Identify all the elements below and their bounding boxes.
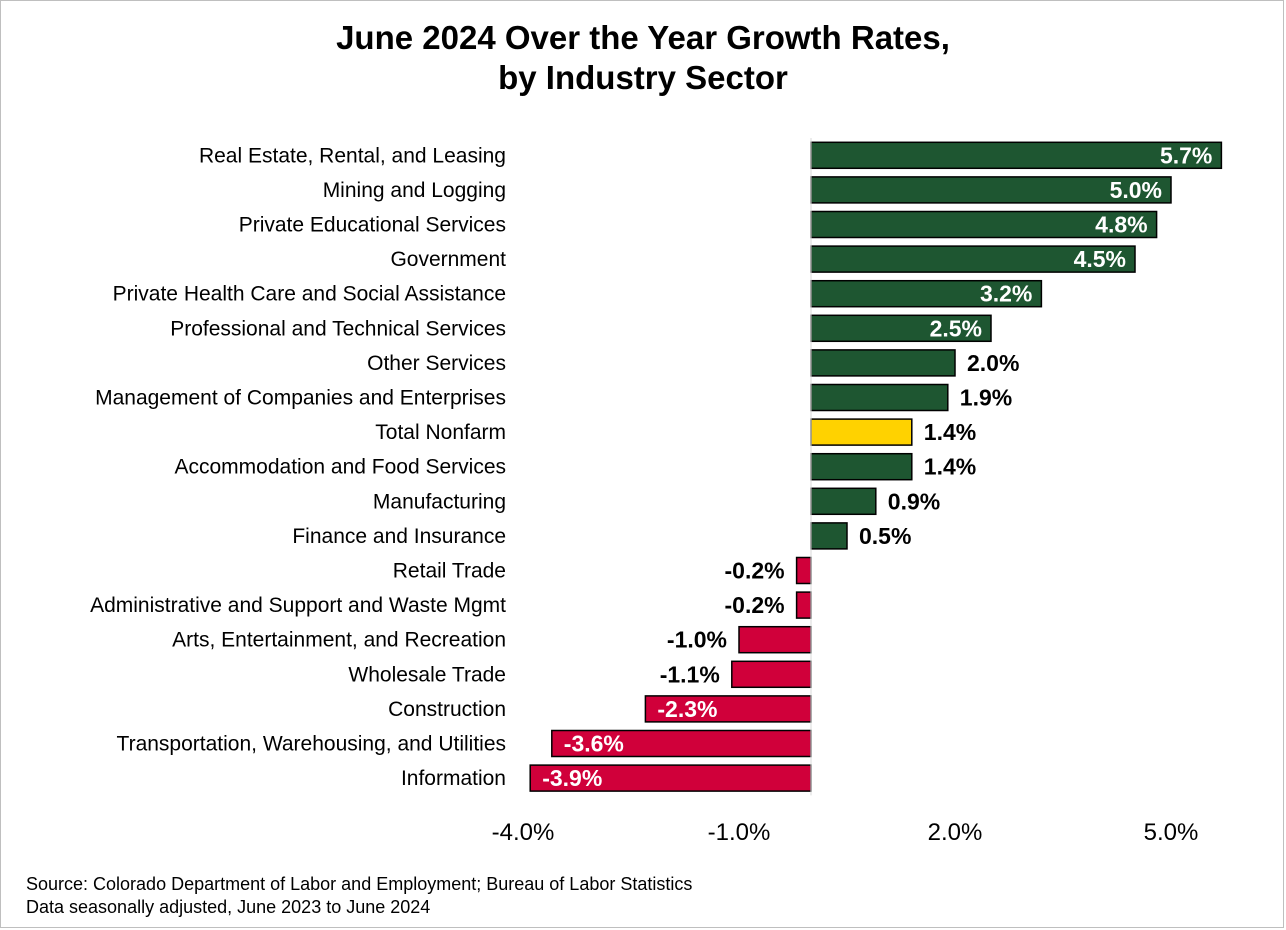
value-label-retail-trade: -0.2%: [725, 558, 785, 584]
value-label-arts-entertainment-and-recreation: -1.0%: [667, 627, 727, 653]
x-tick-label: 5.0%: [1144, 819, 1199, 846]
value-label-administrative-and-support-and-waste-mgmt: -0.2%: [725, 592, 785, 618]
value-label-information: -3.9%: [542, 765, 602, 791]
category-label-administrative-and-support-and-waste-mgmt: Administrative and Support and Waste Mgm…: [90, 594, 506, 617]
bar-transportation-warehousing-and-utilities: [551, 729, 812, 758]
bar-private-health-care-and-social-assistance: [810, 279, 1043, 308]
source-line1: Source: Colorado Department of Labor and…: [26, 874, 693, 894]
category-label-government: Government: [390, 248, 506, 271]
value-labels: 5.7% 5.0% 4.8% 4.5% 3.2% 2.5% 2.0% 1.9% 1.4% 1.4%…: [542, 142, 1212, 791]
value-label-transportation-warehousing-and-utilities: -3.6%: [564, 731, 624, 757]
bar-private-educational-services: [810, 210, 1158, 239]
value-label-government: 4.5%: [1074, 246, 1126, 272]
value-label-total-nonfarm: 1.4%: [924, 419, 976, 445]
bar-finance-and-insurance: [810, 522, 848, 550]
bar-other-services: [810, 349, 956, 377]
value-label-private-educational-services: 4.8%: [1095, 212, 1147, 238]
x-axis-tick-labels: -4.0% -1.0% 2.0% 5.0%: [492, 819, 1199, 846]
category-label-mining-and-logging: Mining and Logging: [323, 179, 506, 202]
value-label-real-estate-rental-and-leasing: 5.7%: [1160, 142, 1212, 168]
value-label-management-of-companies-and-enterprises: 1.9%: [960, 385, 1012, 411]
category-label-arts-entertainment-and-recreation: Arts, Entertainment, and Recreation: [172, 629, 506, 652]
bar-accommodation-and-food-services: [810, 452, 913, 481]
bar-retail-trade: [795, 556, 812, 585]
bar-construction: [644, 695, 812, 723]
category-label-transportation-warehousing-and-utilities: Transportation, Warehousing, and Utiliti…: [117, 733, 506, 756]
x-tick-label: -1.0%: [708, 819, 771, 846]
bar-manufacturing: [810, 487, 877, 516]
chart-title: June 2024 Over the Year Growth Rates, by…: [0, 18, 1286, 98]
bar-arts-entertainment-and-recreation: [738, 625, 812, 654]
value-label-construction: -2.3%: [657, 696, 717, 722]
bar-wholesale-trade: [731, 660, 812, 689]
value-label-accommodation-and-food-services: 1.4%: [924, 454, 976, 480]
category-label-construction: Construction: [388, 698, 506, 721]
bars-layer: [529, 141, 1223, 792]
bar-professional-and-technical-services: [810, 314, 992, 343]
value-label-manufacturing: 0.9%: [888, 488, 940, 514]
category-label-private-educational-services: Private Educational Services: [239, 214, 506, 237]
source-note: Source: Colorado Department of Labor and…: [26, 873, 692, 919]
bar-management-of-companies-and-enterprises: [810, 383, 949, 412]
category-labels: Real Estate, Rental, and Leasing Mining a…: [90, 144, 506, 790]
category-label-finance-and-insurance: Finance and Insurance: [292, 525, 506, 548]
value-label-finance-and-insurance: 0.5%: [859, 523, 911, 549]
value-label-professional-and-technical-services: 2.5%: [930, 315, 982, 341]
category-label-total-nonfarm: Total Nonfarm: [375, 421, 506, 444]
category-label-accommodation-and-food-services: Accommodation and Food Services: [175, 456, 507, 479]
value-label-other-services: 2.0%: [967, 350, 1019, 376]
category-label-other-services: Other Services: [367, 352, 506, 375]
bar-real-estate-rental-and-leasing: [810, 141, 1223, 170]
value-label-wholesale-trade: -1.1%: [660, 661, 720, 687]
bar-government: [810, 245, 1136, 273]
x-tick-label: -4.0%: [492, 819, 555, 846]
category-label-information: Information: [401, 767, 506, 790]
bar-mining-and-logging: [810, 176, 1172, 204]
value-label-private-health-care-and-social-assistance: 3.2%: [980, 281, 1032, 307]
bar-information: [529, 764, 812, 792]
category-label-management-of-companies-and-enterprises: Management of Companies and Enterprises: [95, 387, 506, 410]
source-line2: Data seasonally adjusted, June 2023 to J…: [26, 897, 431, 917]
category-label-manufacturing: Manufacturing: [373, 490, 506, 513]
chart-title-line2: by Industry Sector: [498, 59, 788, 96]
bar-total-nonfarm: [810, 418, 913, 446]
chart-title-line1: June 2024 Over the Year Growth Rates,: [336, 19, 950, 56]
category-label-retail-trade: Retail Trade: [393, 560, 506, 583]
category-label-private-health-care-and-social-assistance: Private Health Care and Social Assistanc…: [113, 283, 506, 306]
category-label-professional-and-technical-services: Professional and Technical Services: [170, 317, 506, 340]
x-tick-label: 2.0%: [928, 819, 983, 846]
category-label-real-estate-rental-and-leasing: Real Estate, Rental, and Leasing: [199, 144, 506, 167]
value-label-mining-and-logging: 5.0%: [1110, 177, 1162, 203]
category-label-wholesale-trade: Wholesale Trade: [348, 663, 506, 686]
bar-administrative-and-support-and-waste-mgmt: [795, 591, 812, 619]
